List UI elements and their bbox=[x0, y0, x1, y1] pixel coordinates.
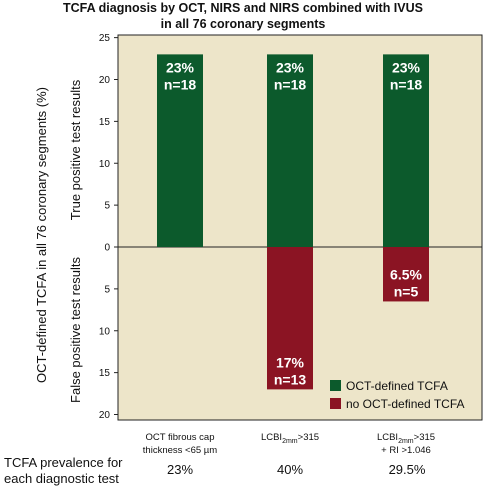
bar-count-label: n=18 bbox=[274, 76, 307, 92]
bar-true-positive bbox=[157, 54, 203, 247]
y-tick-label: 5 bbox=[104, 201, 110, 212]
bar-count-label: n=18 bbox=[164, 76, 197, 92]
prevalence-label-line2: each diagnostic test bbox=[4, 471, 119, 486]
x-category-label: LCBI2mm>315 bbox=[377, 432, 435, 445]
x-category-label: OCT fibrous cap bbox=[146, 432, 215, 443]
bar-true-positive bbox=[267, 54, 313, 247]
chart-title-line1: TCFA diagnosis by OCT, NIRS and NIRS com… bbox=[63, 1, 423, 15]
y-tick-label: 10 bbox=[99, 326, 111, 337]
bar-percent-label: 23% bbox=[166, 59, 195, 75]
bar-count-label: n=13 bbox=[274, 371, 307, 387]
x-category-label: LCBI2mm>315 bbox=[261, 432, 319, 445]
legend-label: OCT-defined TCFA bbox=[346, 379, 448, 393]
bar-true-positive bbox=[383, 54, 429, 247]
chart-title: TCFA diagnosis by OCT, NIRS and NIRS com… bbox=[0, 0, 486, 32]
y-tick-label: 20 bbox=[99, 75, 111, 86]
bar-count-label: n=18 bbox=[390, 76, 423, 92]
bar-percent-label: 17% bbox=[276, 354, 305, 370]
y-tick-label: 5 bbox=[104, 284, 110, 295]
bar-percent-label: 6.5% bbox=[390, 266, 422, 282]
y-axis-label: OCT-defined TCFA in all 76 coronary segm… bbox=[34, 87, 49, 383]
bar-false-positive bbox=[383, 247, 429, 302]
prevalence-value-2: 40% bbox=[276, 462, 304, 477]
y-tick-label: 0 bbox=[104, 243, 110, 254]
bar-percent-label: 23% bbox=[392, 59, 421, 75]
y-tick-label: 20 bbox=[99, 410, 111, 421]
legend-swatch bbox=[330, 398, 341, 409]
x-category-label-line2: thickness <65 µm bbox=[143, 445, 217, 455]
y-axis-label-upper: True positive test results bbox=[68, 79, 83, 220]
chart-title-line2: in all 76 coronary segments bbox=[160, 17, 326, 31]
y-tick-label: 15 bbox=[99, 117, 111, 128]
bar-percent-label: 23% bbox=[276, 59, 305, 75]
legend-label: no OCT-defined TCFA bbox=[346, 397, 465, 411]
y-axis-label-lower: False positive test results bbox=[68, 257, 83, 403]
bar-chart: 25 20 15 10 5 0 5 10 15 20 OCT-defined TCFA in all… bbox=[34, 33, 483, 455]
prevalence-value-1: 23% bbox=[166, 462, 194, 477]
prevalence-value-3: 29.5% bbox=[388, 462, 426, 477]
y-tick-label: 25 bbox=[99, 33, 111, 44]
prevalence-label: TCFA prevalence for each diagnostic test bbox=[4, 455, 123, 487]
bar-count-label: n=5 bbox=[394, 283, 419, 299]
bar-false-positive bbox=[267, 247, 313, 390]
x-category-label-line2: + RI >1.046 bbox=[381, 445, 431, 455]
y-tick-label: 10 bbox=[99, 159, 111, 170]
legend-swatch bbox=[330, 380, 341, 391]
prevalence-label-line1: TCFA prevalence for bbox=[4, 455, 123, 470]
y-tick-label: 15 bbox=[99, 368, 111, 379]
